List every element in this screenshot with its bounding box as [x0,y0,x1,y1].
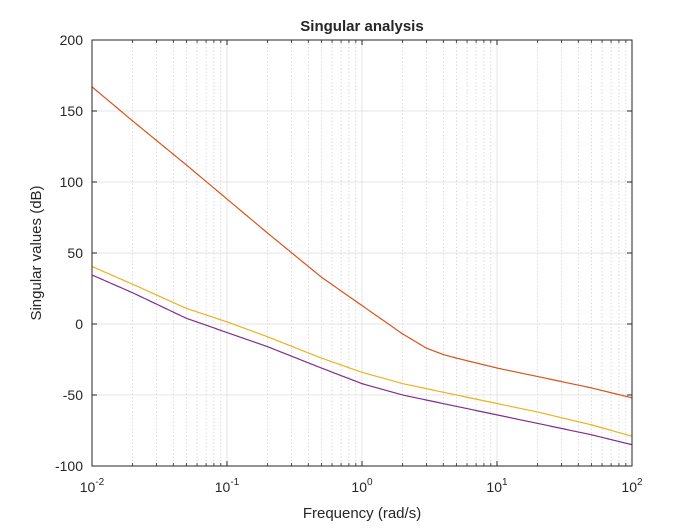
y-tick-label: 50 [67,245,83,261]
series-line-1 [91,86,633,399]
y-axis-label: Singular values (dB) [28,185,45,320]
chart-title: Singular analysis [300,18,423,35]
x-tick-label: 100 [351,477,373,495]
x-tick-label: 102 [621,477,643,495]
series-line-2 [91,265,633,437]
x-tick-labels: 10-2 10-1 100 101 102 [80,477,643,495]
major-grid [92,40,632,466]
series-layer [91,86,633,446]
x-axis-label: Frequency (rad/s) [303,505,421,522]
y-tick-label: 200 [60,32,84,48]
tick-marks [91,39,633,467]
y-tick-labels: 200 150 100 50 0 -50 -100 [55,32,83,474]
x-tick-label: 10-2 [80,477,105,495]
x-tick-label: 101 [486,477,508,495]
y-tick-label: 150 [60,103,84,119]
y-tick-label: -50 [63,387,83,403]
y-tick-label: 0 [75,316,83,332]
x-tick-label: 10-1 [215,477,240,495]
y-tick-label: -100 [55,458,83,474]
y-tick-label: 100 [60,174,84,190]
series-line-3 [91,274,633,446]
